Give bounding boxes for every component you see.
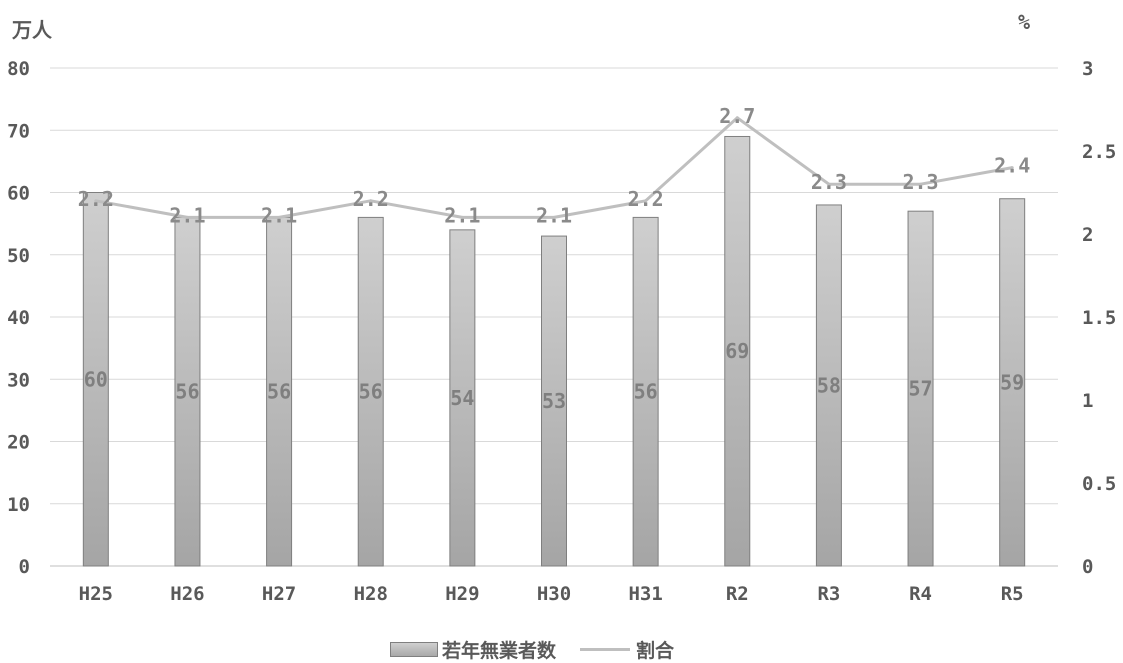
x-tick-label: R2	[726, 583, 749, 605]
x-tick-label: H31	[628, 583, 662, 605]
bar-data-label: 53	[542, 389, 566, 413]
left-tick-label: 80	[7, 58, 30, 80]
bar	[82, 192, 109, 567]
line-point	[369, 199, 373, 203]
line-data-label: 2.3	[902, 170, 938, 194]
x-tick-label: H26	[170, 583, 204, 605]
bar-data-label: 59	[1000, 370, 1024, 394]
line-point	[1010, 166, 1014, 170]
left-tick-label: 0	[19, 556, 30, 578]
combo-chart: 0 10 20 30 40 50 60 70 80 0 0.5 1 1.5 2 2.5 3 H25 H26 H27 H…	[7, 58, 1116, 605]
x-tick-label: R4	[909, 583, 932, 605]
right-tick-label: 0	[1082, 556, 1093, 578]
line-point	[919, 182, 923, 186]
bar-data-label: 56	[175, 380, 199, 404]
line-data-label: 2.1	[261, 203, 297, 227]
left-tick-label: 30	[7, 369, 30, 391]
line-point	[644, 199, 648, 203]
right-tick-label: 2	[1082, 224, 1093, 246]
left-tick-label: 50	[7, 245, 30, 267]
bar-data-label: 57	[908, 377, 932, 401]
left-tick-label: 20	[7, 432, 30, 454]
bar	[357, 216, 384, 567]
line-data-label: 2.1	[169, 203, 205, 227]
bar-data-label: 58	[817, 373, 841, 397]
bar	[632, 216, 659, 567]
line-data-label: 2.2	[353, 187, 389, 211]
left-tick-label: 40	[7, 307, 30, 329]
line-data-label: 2.1	[444, 203, 480, 227]
line-data-label: 2.2	[628, 187, 664, 211]
line-point	[735, 116, 739, 120]
x-tick-label: R5	[1001, 583, 1024, 605]
bar-data-label: 60	[84, 367, 108, 391]
right-tick-label: 3	[1082, 58, 1093, 80]
line-point	[460, 215, 464, 219]
legend-bar-label: 若年無業者数	[442, 640, 557, 662]
left-tick-label: 60	[7, 183, 30, 205]
right-tick-label: 1.5	[1082, 307, 1116, 329]
legend-bar-swatch	[390, 642, 438, 657]
left-axis-unit: 万人	[12, 18, 52, 42]
bar-data-label: 56	[359, 380, 383, 404]
bar	[724, 135, 751, 567]
right-tick-label: 1	[1082, 390, 1093, 412]
line-point	[277, 215, 281, 219]
bar-data-label: 56	[634, 380, 658, 404]
x-tick-label: H30	[537, 583, 571, 605]
left-tick-label: 10	[7, 494, 30, 516]
chart-legend: 若年無業者数 割合	[390, 636, 674, 663]
x-tick-label: H25	[79, 583, 113, 605]
bar-data-label: 56	[267, 380, 291, 404]
right-tick-label: 2.5	[1082, 141, 1116, 163]
x-tick-label: H27	[262, 583, 296, 605]
x-tick-label: H29	[445, 583, 479, 605]
bar	[907, 210, 934, 567]
bar	[815, 204, 842, 567]
bar	[999, 198, 1026, 567]
x-tick-label: H28	[354, 583, 388, 605]
bar	[449, 229, 476, 567]
bar-data-label: 54	[450, 386, 474, 410]
line-data-label: 2.4	[994, 154, 1030, 178]
line-data-label: 2.1	[536, 203, 572, 227]
right-tick-label: 0.5	[1082, 473, 1116, 495]
left-tick-label: 70	[7, 120, 30, 142]
bar	[541, 235, 567, 567]
line-point	[827, 182, 831, 186]
line-point	[94, 199, 98, 203]
legend-line-swatch	[580, 648, 631, 651]
bar-data-label: 69	[725, 339, 749, 363]
line-data-label: 2.3	[811, 170, 847, 194]
line-point	[185, 215, 189, 219]
x-tick-label: R3	[817, 583, 840, 605]
right-axis-unit: %	[1018, 10, 1031, 34]
line-data-label: 2.7	[719, 104, 755, 128]
line-point	[552, 215, 556, 219]
legend-line-label: 割合	[636, 640, 675, 662]
line-data-label: 2.2	[78, 187, 114, 211]
